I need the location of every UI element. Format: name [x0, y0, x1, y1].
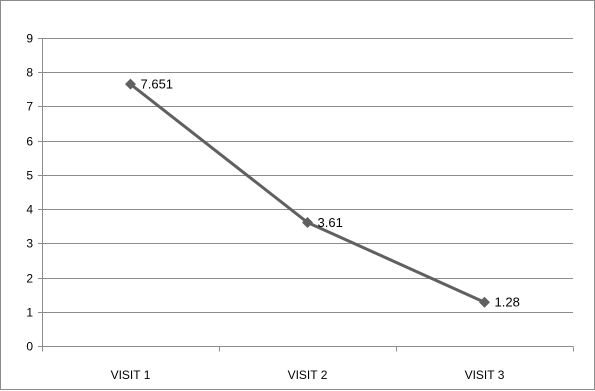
- data-point-marker: [125, 78, 136, 90]
- y-tick-label: 4: [26, 203, 33, 217]
- data-point-marker: [302, 216, 313, 228]
- y-tick-label: 9: [26, 32, 33, 46]
- y-tick-label: 0: [26, 340, 33, 354]
- series-line: [129, 82, 486, 304]
- data-label: 7.651: [141, 77, 174, 92]
- data-label: 3.61: [318, 215, 343, 230]
- data-label: 1.28: [495, 295, 520, 310]
- y-tick-label: 1: [26, 306, 33, 320]
- data-point-marker: [479, 296, 490, 308]
- y-axis-tick-labels: 0 1 2 3 4 5 6 7 8 9: [26, 32, 33, 354]
- y-tick-label: 5: [26, 169, 33, 183]
- x-axis-tick-labels: VISIT 1 VISIT 2 VISIT 3: [111, 368, 505, 382]
- y-tick-label: 7: [26, 100, 33, 114]
- x-tick-label: VISIT 1: [111, 368, 151, 382]
- y-tick-label: 6: [26, 135, 33, 149]
- series-layer: [125, 78, 490, 308]
- data-labels: 7.651 3.61 1.28: [141, 77, 520, 310]
- y-tick-label: 8: [26, 66, 33, 80]
- x-tick-label: VISIT 3: [465, 368, 505, 382]
- gridlines: [42, 38, 573, 313]
- y-tick-label: 3: [26, 237, 33, 251]
- x-tick-label: VISIT 2: [288, 368, 328, 382]
- y-tick-label: 2: [26, 272, 33, 286]
- axes: [38, 38, 574, 352]
